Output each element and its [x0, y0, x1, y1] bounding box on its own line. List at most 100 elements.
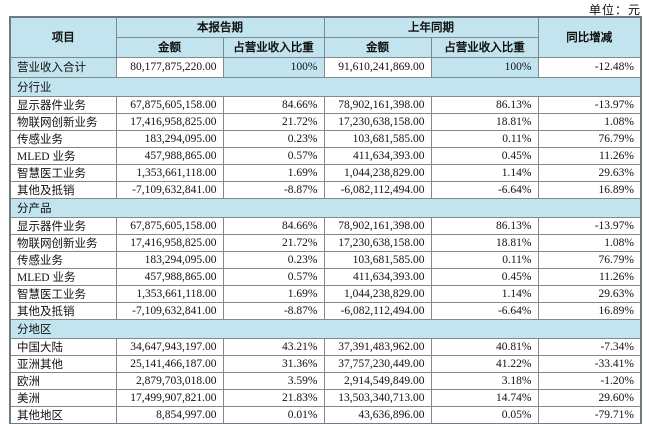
header-item: 项目: [9, 16, 117, 58]
row-label: 欧洲: [9, 371, 117, 390]
row-label: 显示器件业务: [9, 95, 117, 114]
cell-prior-amount: 43,636,896.00: [323, 405, 432, 424]
cell-prior-pct: 40.81%: [430, 337, 539, 356]
section-row: 分产品: [9, 197, 642, 218]
section-row: 分行业: [9, 76, 642, 97]
cell-prior-pct: 1.14%: [430, 163, 539, 182]
cell-current-pct: -8.87%: [222, 301, 325, 320]
table-row: MLED 业务 457,988,865.00 0.57% 411,634,393.00…: [9, 267, 642, 286]
cell-prior-pct: 18.81%: [430, 112, 539, 131]
cell-current-amount: 17,416,958,825.00: [115, 233, 224, 252]
cell-prior-amount: -6,082,112,494.00: [323, 301, 432, 320]
cell-current-pct: 0.01%: [222, 405, 325, 424]
row-label: 显示器件业务: [9, 216, 117, 235]
cell-prior-amount: 17,230,638,158.00: [323, 233, 432, 252]
row-label: 其他地区: [9, 405, 117, 424]
row-label: 美洲: [9, 388, 117, 407]
cell-prior-amount: 78,902,161,398.00: [323, 95, 432, 114]
table-row: 中国大陆 34,647,943,197.00 43.21% 37,391,483,96…: [9, 337, 642, 356]
cell-yoy-change: 11.26%: [537, 267, 642, 286]
table-row: 物联网创新业务 17,416,958,825.00 21.72% 17,230,638…: [9, 112, 642, 131]
table-row: 智慧医工业务 1,353,661,118.00 1.69% 1,044,238,829…: [9, 284, 642, 303]
cell-prior-amount: 411,634,393.00: [323, 146, 432, 165]
row-label: 其他及抵销: [9, 180, 117, 199]
header-prior-period: 上年同期: [323, 16, 539, 38]
table-row: 智慧医工业务 1,353,661,118.00 1.69% 1,044,238,829…: [9, 163, 642, 182]
cell-current-pct: 21.83%: [222, 388, 325, 407]
row-label: 传感业务: [9, 250, 117, 269]
cell-prior-amount: 103,681,585.00: [323, 129, 432, 148]
cell-current-amount: 17,416,958,825.00: [115, 112, 224, 131]
cell-prior-amount: 1,044,238,829.00: [323, 163, 432, 182]
row-label: 物联网创新业务: [9, 112, 117, 131]
cell-yoy-change: 16.89%: [537, 180, 642, 199]
cell-prior-amount: 37,757,230,449.00: [323, 354, 432, 373]
cell-current-amount: 457,988,865.00: [115, 146, 224, 165]
row-label: 亚洲其他: [9, 354, 117, 373]
cell-prior-pct: 0.45%: [430, 267, 539, 286]
cell-current-amount: 1,353,661,118.00: [115, 284, 224, 303]
cell-current-pct: 84.66%: [222, 216, 325, 235]
cell-yoy-change: 16.89%: [537, 301, 642, 320]
cell-prior-amount: 2,914,549,849.00: [323, 371, 432, 390]
cell-prior-pct: 14.74%: [430, 388, 539, 407]
cell-yoy-change: -12.48%: [537, 56, 642, 78]
header-current-period: 本报告期: [115, 16, 325, 38]
table-row: 欧洲 2,879,703,018.00 3.59% 2,914,549,849.00 3…: [9, 371, 642, 390]
section-title: 分产品: [9, 197, 642, 218]
cell-prior-amount: 17,230,638,158.00: [323, 112, 432, 131]
table-row: 传感业务 183,294,095.00 0.23% 103,681,585.00 0.1…: [9, 129, 642, 148]
revenue-breakdown-table: 项目 本报告期 上年同期 同比增减 金额 占营业收入比重 金额 占营业收入比重 …: [9, 16, 642, 424]
header-pct-current: 占营业收入比重: [222, 36, 325, 58]
row-label: 中国大陆: [9, 337, 117, 356]
row-label: 智慧医工业务: [9, 163, 117, 182]
cell-current-amount: 17,499,907,821.00: [115, 388, 224, 407]
table-row: 其他及抵销 -7,109,632,841.00 -8.87% -6,082,112,4…: [9, 301, 642, 320]
cell-prior-pct: 86.13%: [430, 216, 539, 235]
table-row: 显示器件业务 67,875,605,158.00 84.66% 78,902,161,…: [9, 95, 642, 114]
cell-current-amount: 25,141,466,187.00: [115, 354, 224, 373]
section-row: 分地区: [9, 318, 642, 339]
table-row: 其他地区 8,854,997.00 0.01% 43,636,896.00 0.05% -…: [9, 405, 642, 424]
cell-prior-pct: 100%: [430, 56, 539, 78]
total-revenue-row: 营业收入合计 80,177,875,220.00 100% 91,610,241,86…: [9, 56, 642, 78]
cell-current-pct: 21.72%: [222, 112, 325, 131]
cell-yoy-change: -33.41%: [537, 354, 642, 373]
cell-current-amount: -7,109,632,841.00: [115, 301, 224, 320]
cell-prior-pct: 41.22%: [430, 354, 539, 373]
cell-yoy-change: 1.08%: [537, 233, 642, 252]
table-row: 传感业务 183,294,095.00 0.23% 103,681,585.00 0.1…: [9, 250, 642, 269]
cell-yoy-change: 76.79%: [537, 129, 642, 148]
cell-yoy-change: 1.08%: [537, 112, 642, 131]
cell-current-amount: 80,177,875,220.00: [115, 56, 224, 78]
cell-current-pct: 0.57%: [222, 267, 325, 286]
cell-yoy-change: 29.60%: [537, 388, 642, 407]
cell-prior-pct: 86.13%: [430, 95, 539, 114]
cell-yoy-change: -7.34%: [537, 337, 642, 356]
cell-current-pct: 43.21%: [222, 337, 325, 356]
cell-yoy-change: 76.79%: [537, 250, 642, 269]
cell-current-amount: 67,875,605,158.00: [115, 95, 224, 114]
cell-current-pct: 1.69%: [222, 163, 325, 182]
cell-prior-amount: 411,634,393.00: [323, 267, 432, 286]
cell-prior-amount: 103,681,585.00: [323, 250, 432, 269]
row-label: 其他及抵销: [9, 301, 117, 320]
cell-yoy-change: -79.71%: [537, 405, 642, 424]
cell-current-pct: 0.23%: [222, 250, 325, 269]
cell-current-amount: 34,647,943,197.00: [115, 337, 224, 356]
header-yoy-change: 同比增减: [537, 16, 642, 58]
table-row: 亚洲其他 25,141,466,187.00 31.36% 37,757,230,44…: [9, 354, 642, 373]
cell-current-amount: 1,353,661,118.00: [115, 163, 224, 182]
cell-current-pct: 84.66%: [222, 95, 325, 114]
cell-current-pct: 0.23%: [222, 129, 325, 148]
cell-yoy-change: 11.26%: [537, 146, 642, 165]
cell-current-amount: 457,988,865.00: [115, 267, 224, 286]
cell-current-pct: 0.57%: [222, 146, 325, 165]
cell-yoy-change: -1.20%: [537, 371, 642, 390]
cell-current-pct: 100%: [222, 56, 325, 78]
table-header: 项目 本报告期 上年同期 同比增减 金额 占营业收入比重 金额 占营业收入比重: [9, 16, 642, 58]
table-body: 营业收入合计 80,177,875,220.00 100% 91,610,241,86…: [9, 56, 642, 424]
cell-yoy-change: 29.63%: [537, 284, 642, 303]
unit-label: 单位：元: [588, 3, 641, 17]
